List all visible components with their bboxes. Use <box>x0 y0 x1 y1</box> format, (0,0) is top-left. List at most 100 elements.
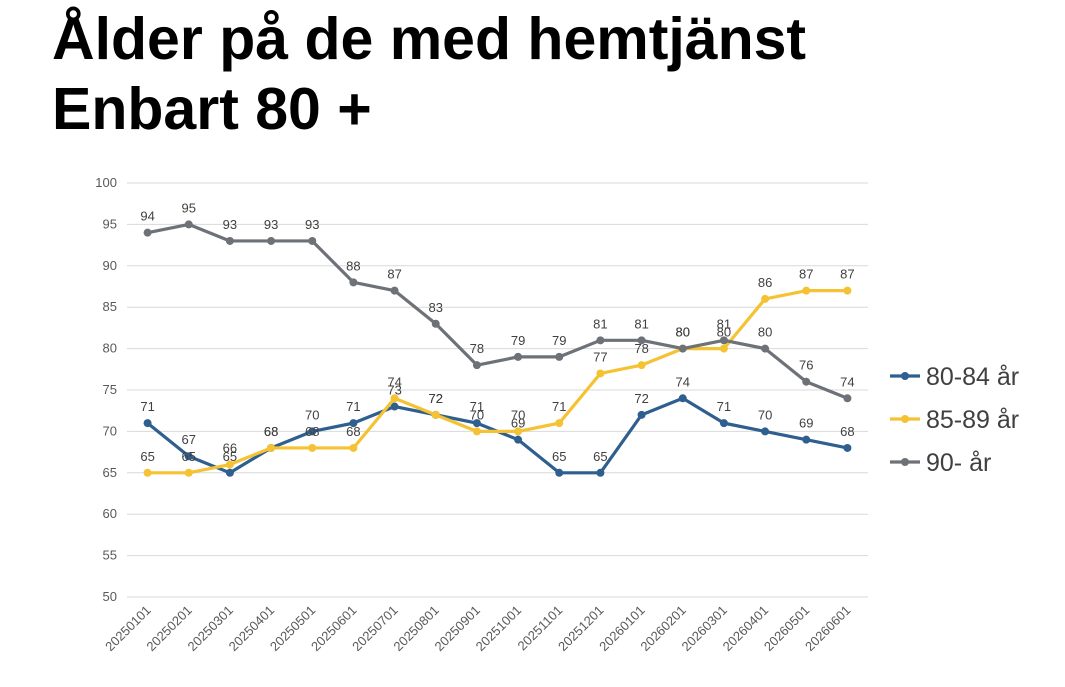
data-point <box>678 394 687 403</box>
data-point <box>472 361 481 370</box>
series-line <box>145 396 850 475</box>
legend-label: 90- år <box>926 449 991 477</box>
y-tick-label: 75 <box>103 382 117 397</box>
data-point <box>637 361 646 370</box>
data-label: 78 <box>470 341 484 356</box>
y-tick-label: 80 <box>103 341 117 356</box>
x-tick-label: 20251001 <box>473 603 525 655</box>
data-label: 71 <box>470 399 484 414</box>
data-label: 95 <box>182 200 196 215</box>
y-tick-label: 55 <box>103 548 117 563</box>
data-point <box>719 419 728 428</box>
data-point <box>390 394 399 403</box>
data-label: 72 <box>429 391 443 406</box>
data-point <box>555 419 564 428</box>
data-label: 83 <box>429 300 443 315</box>
data-label: 93 <box>305 217 319 232</box>
data-label: 79 <box>552 333 566 348</box>
data-label: 81 <box>717 316 731 331</box>
data-point <box>761 427 770 436</box>
data-label: 68 <box>264 424 278 439</box>
data-label: 87 <box>387 267 401 282</box>
data-point <box>514 435 523 444</box>
data-label: 88 <box>346 258 360 273</box>
data-label: 65 <box>223 449 237 464</box>
data-label: 70 <box>305 407 319 422</box>
legend-marker <box>901 415 909 423</box>
data-label: 80 <box>676 325 690 340</box>
data-point <box>431 319 440 328</box>
data-label: 70 <box>758 407 772 422</box>
data-point <box>308 443 317 452</box>
data-point <box>678 344 687 353</box>
data-point <box>225 460 234 469</box>
legend-label: 85-89 år <box>926 406 1019 434</box>
data-label: 68 <box>264 424 278 439</box>
data-label: 74 <box>676 374 690 389</box>
data-label: 66 <box>223 441 237 456</box>
data-label: 65 <box>593 449 607 464</box>
data-label: 73 <box>387 383 401 398</box>
data-point <box>637 336 646 345</box>
data-point <box>596 369 605 378</box>
data-label: 78 <box>634 341 648 356</box>
data-point <box>184 452 193 461</box>
data-point <box>308 236 317 245</box>
data-label: 80 <box>758 325 772 340</box>
data-label: 65 <box>182 449 196 464</box>
data-label: 65 <box>552 449 566 464</box>
data-label: 76 <box>799 358 813 373</box>
data-label: 74 <box>840 374 854 389</box>
data-label: 68 <box>305 424 319 439</box>
data-label: 72 <box>634 391 648 406</box>
y-tick-label: 85 <box>103 299 117 314</box>
data-point <box>267 236 276 245</box>
data-point <box>843 286 852 295</box>
data-point <box>514 427 523 436</box>
data-point <box>349 443 358 452</box>
data-label: 87 <box>799 267 813 282</box>
data-label: 93 <box>264 217 278 232</box>
data-point <box>349 419 358 428</box>
data-point <box>637 410 646 419</box>
data-point <box>514 352 523 361</box>
data-point <box>143 419 152 428</box>
data-label: 71 <box>552 399 566 414</box>
data-label: 72 <box>429 391 443 406</box>
legend-label: 80-84 år <box>926 363 1019 391</box>
data-point <box>802 435 811 444</box>
data-label: 71 <box>140 399 154 414</box>
data-label: 70 <box>470 407 484 422</box>
data-point <box>843 394 852 403</box>
data-label: 65 <box>140 449 154 464</box>
y-tick-label: 65 <box>103 465 117 480</box>
data-point <box>596 336 605 345</box>
chart-title-line-1: Ålder på de med hemtjänst <box>52 6 807 72</box>
data-point <box>184 220 193 229</box>
data-point <box>843 443 852 452</box>
data-point <box>431 410 440 419</box>
data-point <box>390 402 399 411</box>
data-point <box>225 468 234 477</box>
data-point <box>719 344 728 353</box>
data-label: 68 <box>346 424 360 439</box>
data-point <box>184 468 193 477</box>
y-tick-label: 95 <box>103 216 117 231</box>
data-label: 74 <box>387 374 401 389</box>
data-point <box>719 336 728 345</box>
data-label: 81 <box>593 316 607 331</box>
y-tick-label: 70 <box>103 423 117 438</box>
series-line <box>145 222 850 400</box>
data-point <box>802 286 811 295</box>
data-label: 70 <box>511 407 525 422</box>
data-label: 71 <box>717 399 731 414</box>
data-label: 80 <box>717 325 731 340</box>
data-point <box>761 344 770 353</box>
data-label: 68 <box>840 424 854 439</box>
data-point <box>308 427 317 436</box>
data-point <box>143 228 152 237</box>
data-point <box>143 468 152 477</box>
y-tick-label: 50 <box>103 589 117 604</box>
data-label: 80 <box>676 325 690 340</box>
